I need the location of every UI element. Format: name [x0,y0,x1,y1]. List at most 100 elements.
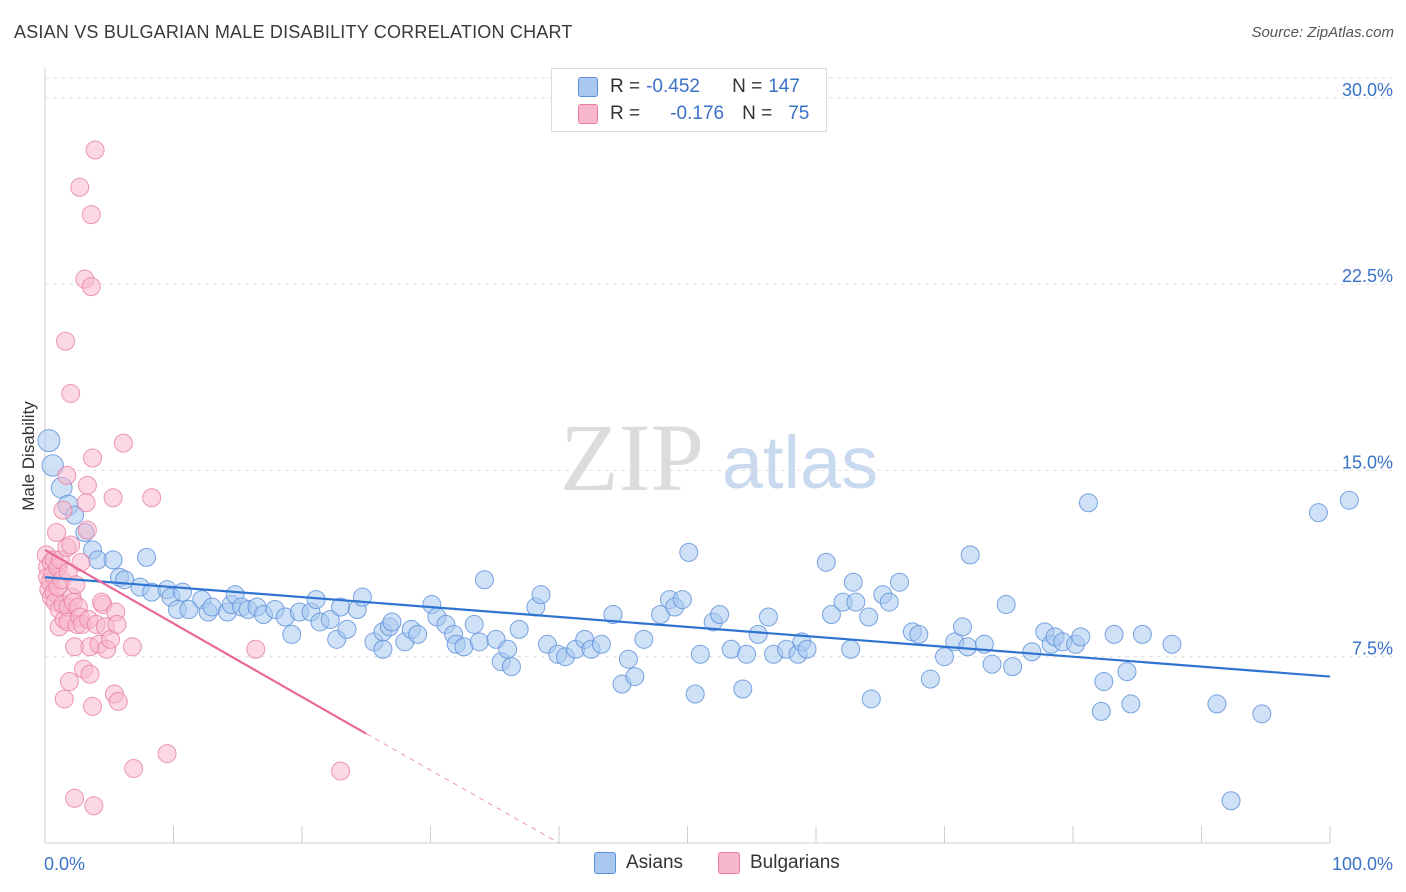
bulgarian-point [56,331,76,351]
watermark: ZIP atlas [560,404,878,511]
asian-point [996,595,1016,615]
bulgarian-point [57,465,77,485]
asian-point [408,624,428,644]
bulgarian-point [142,488,162,508]
bulgarian-point [124,758,144,778]
asian-points [37,429,1359,811]
legend-row-asians: R = -0.452 N = 147 [578,75,800,99]
asian-point [531,585,551,605]
bulgarian-point [84,796,104,816]
y-axis-label: Male Disability [19,401,38,511]
asian-point [282,624,302,644]
legend-item-bulgarians: Bulgarians [718,852,840,874]
asian-point [1104,624,1124,644]
asian-point [758,607,778,627]
asian-point [672,590,692,610]
asian-point [337,619,357,639]
legend-label-bulgarians: Bulgarians [750,852,840,873]
gridlines [45,77,1392,658]
asian-point [920,669,940,689]
asian-point [821,604,841,624]
y-tick-label: 15.0% [1342,452,1393,472]
bulgarian-point [331,761,351,781]
bulgarian-point [59,672,79,692]
asian-point [960,545,980,565]
asian-point [373,639,393,659]
asian-point [591,634,611,654]
asian-point [1252,704,1272,724]
asian-point [501,657,521,677]
asian-point [685,684,705,704]
legend-row-bulgarians: R = -0.176 N = 75 [578,102,809,126]
asian-point [634,629,654,649]
series-legend: Asians Bulgarians [0,852,1406,878]
bulgarian-point [65,788,85,808]
bulgarian-point [53,500,73,520]
chart-title: ASIAN VS BULGARIAN MALE DISABILITY CORRE… [14,22,573,42]
bulgarian-point [61,535,81,555]
asian-point [1117,662,1137,682]
asian-point [859,607,879,627]
asian-point [690,644,710,664]
bulgarian-point [113,433,133,453]
asian-point [748,624,768,644]
asian-point [498,639,518,659]
asian-point [890,572,910,592]
asian-point [737,644,757,664]
y-tick-label: 7.5% [1352,639,1393,659]
bulgarian-point [103,488,123,508]
bulgarian-trend-extension [366,733,560,844]
asian-point [382,612,402,632]
asian-point [1339,490,1359,510]
bulgarian-point [83,448,103,468]
bulgarian-point [122,637,142,657]
bulgarian-point [80,664,100,684]
bulgarian-point [71,552,91,572]
bulgarian-point [108,691,128,711]
asian-point [816,552,836,572]
n-label: N = [742,103,773,124]
bulgarian-point [246,639,266,659]
correlation-legend: R = -0.452 N = 147 R = -0.176 N = 75 [551,68,827,132]
x-tick-label-right: 100.0% [1332,854,1393,874]
asian-point [879,592,899,612]
r-value-asians: -0.452 [646,76,700,97]
asian-point [1094,672,1114,692]
watermark-atlas: atlas [722,421,878,504]
asian-point [469,632,489,652]
bulgarian-trend-line [44,548,367,735]
asian-point [1308,503,1328,523]
r-label: R = [610,103,641,124]
legend-label-asians: Asians [626,852,684,873]
asian-point [1207,694,1227,714]
n-value-asians: 147 [768,76,800,97]
y-tick-label: 30.0% [1342,80,1393,100]
asian-point [41,454,64,477]
axes [44,68,1331,844]
x-tick-label-left: 0.0% [44,854,85,874]
r-label: R = [610,76,641,97]
trend-lines [44,548,1331,844]
asian-point [1121,694,1141,714]
asian-point [841,639,861,659]
asian-point [37,429,61,453]
asian-point [1078,493,1098,513]
bulgarian-point [81,277,101,297]
bulgarian-point [70,177,90,197]
bulgarian-point [61,383,81,403]
asian-point [1071,627,1091,647]
bulgarian-point [92,592,112,612]
bulgarian-point [85,140,105,160]
asian-point [1022,642,1042,662]
asian-point [464,614,484,634]
asian-point [603,604,623,624]
asian-point [474,570,494,590]
asian-point [679,542,699,562]
asian-point [958,637,978,657]
bulgarian-point [77,475,97,495]
asian-swatch [578,77,598,97]
asian-point [1003,657,1023,677]
bulgarian-point [83,696,103,716]
bulgarian-swatch [578,104,598,124]
asian-point [909,624,929,644]
